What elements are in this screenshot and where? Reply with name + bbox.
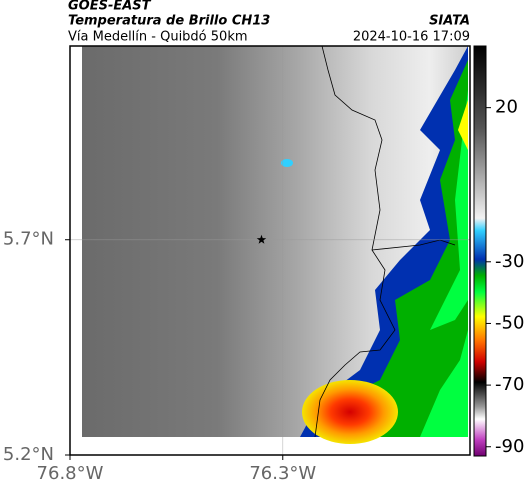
cloud-coldest [302, 380, 398, 444]
cloud-cold [281, 159, 293, 167]
x-tick-label: 76.3°W [249, 463, 316, 484]
timestamp: 2024-10-16 17:09 [353, 30, 470, 45]
subtitle: Vía Medellín - Quibdó 50km [68, 30, 248, 45]
colorbar-tick-label: 20 [495, 97, 518, 118]
x-tick-label: 76.8°W [37, 463, 104, 484]
y-tick-label: 5.7°N [3, 229, 54, 250]
imagery [82, 45, 468, 444]
cloud-cold [458, 100, 468, 150]
cloud-cold [330, 60, 468, 437]
title: Temperatura de Brillo CH13 [68, 14, 270, 29]
colorbar-tick-label: -30 [495, 251, 524, 272]
colorbar [473, 45, 487, 457]
brand: SIATA [429, 14, 470, 29]
cloud-cold [420, 330, 468, 437]
source: GOES-EAST [68, 0, 152, 14]
boundary [371, 239, 456, 251]
colorbar-tick-label: -70 [495, 374, 524, 395]
cloud-cold [430, 90, 468, 330]
boundary [314, 45, 396, 438]
map-frame [69, 45, 471, 456]
y-tick-label: 5.2°N [3, 444, 54, 465]
colorbar-tick-label: -50 [495, 312, 524, 333]
location-marker [256, 234, 267, 244]
colorbar-tick-label: -90 [495, 436, 524, 457]
